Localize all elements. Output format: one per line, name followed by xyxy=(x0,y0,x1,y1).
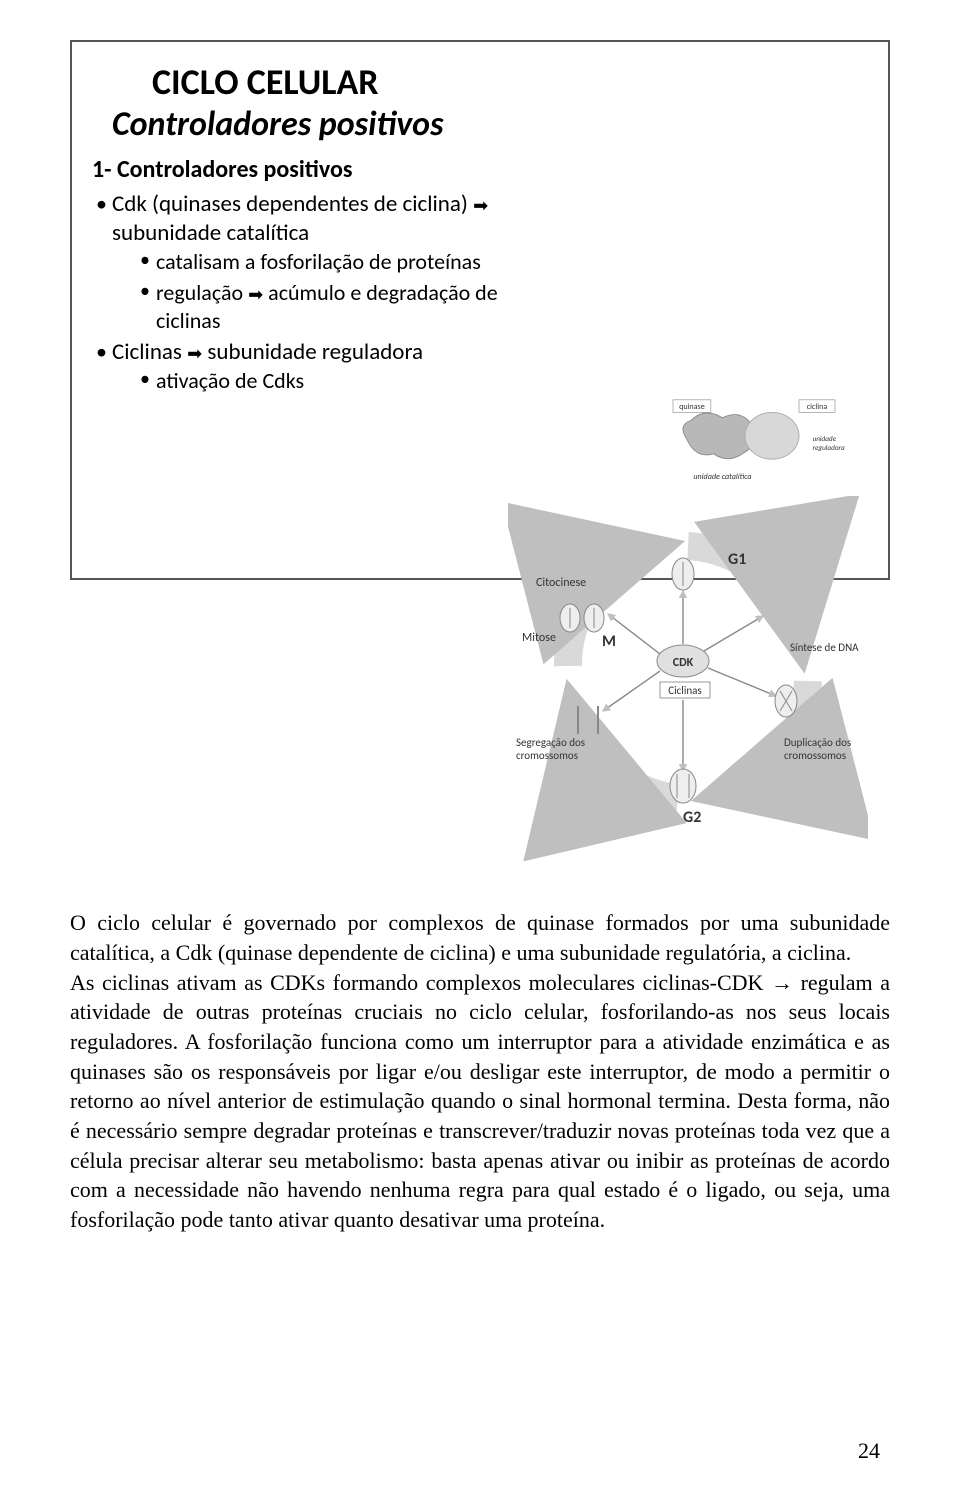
bullet-cdk: Cdk (quinases dependentes de ciclina) ➡ … xyxy=(96,190,512,334)
label-quinase: quinase xyxy=(679,402,705,412)
paragraph-1: O ciclo celular é governado por complexo… xyxy=(70,908,890,967)
section-heading: 1- Controladores positivos xyxy=(92,155,512,184)
label-unidade-reguladora-2: reguladora xyxy=(813,443,845,452)
arrow-right-icon: ➡ xyxy=(187,342,202,364)
arc-g2 xyxy=(573,706,678,798)
label-mitose: Mitose xyxy=(522,631,556,645)
bullet-ciclinas-text: Ciclinas xyxy=(112,338,182,366)
label-unidade-catalitica: unidade catalítica xyxy=(693,472,751,482)
bullet-cdk-sub1: catalisam a fosforilação de proteínas xyxy=(140,248,512,276)
label-citocinese: Citocinese xyxy=(536,576,586,590)
paragraph-2: As ciclinas ativam as CDKs formando comp… xyxy=(70,968,890,1235)
bullet-cdk-text: Cdk (quinases dependentes de ciclina) xyxy=(112,190,468,218)
bullet-cdk-target: subunidade catalítica xyxy=(112,219,309,247)
bullet-ciclinas-target: subunidade reguladora xyxy=(207,338,423,366)
paragraph-2b: regulam a atividade de outras proteínas … xyxy=(70,970,890,1233)
label-sintese-dna: Síntese de DNA xyxy=(790,641,859,654)
page-number: 24 xyxy=(858,1438,880,1464)
slide-title: CICLO CELULAR xyxy=(152,60,512,104)
arrow-right-icon: → xyxy=(771,970,793,995)
arrow-right-icon: ➡ xyxy=(473,194,488,216)
paragraph-2a: As ciclinas ativam as CDKs formando comp… xyxy=(70,970,771,995)
label-duplicacao-1: Duplicação dos xyxy=(784,736,851,749)
molecule-diagram: quinase ciclina unidade reguladora unida… xyxy=(668,398,858,488)
label-cdk: CDK xyxy=(673,656,694,670)
bullet-cdk-sub2-prefix: regulação xyxy=(156,279,243,306)
bullet-cdk-sub2: regulação ➡ acúmulo e degradação de cicl… xyxy=(140,279,512,334)
label-duplicacao-2: cromossomos xyxy=(784,749,846,762)
slide-diagram-column: quinase ciclina unidade reguladora unida… xyxy=(508,398,868,898)
label-segregacao-1: Segregação dos xyxy=(516,736,585,749)
body-paragraphs: O ciclo celular é governado por complexo… xyxy=(70,898,890,1235)
bullet-ciclinas: Ciclinas ➡ subunidade reguladora ativaçã… xyxy=(96,338,512,394)
label-m: M xyxy=(602,632,616,651)
phase-icon-g2 xyxy=(670,769,696,803)
slide-box: CICLO CELULAR Controladores positivos 1-… xyxy=(70,40,890,580)
label-g2: G2 xyxy=(683,808,701,827)
bullet-ciclinas-sub1: ativação de Cdks xyxy=(140,367,512,395)
bullet-list-level2-ciclinas: ativação de Cdks xyxy=(112,367,512,395)
bullet-list-level2-cdk: catalisam a fosforilação de proteínas re… xyxy=(112,248,512,335)
slide-text-column: CICLO CELULAR Controladores positivos 1-… xyxy=(92,60,512,398)
label-ciclinas: Ciclinas xyxy=(668,684,701,697)
label-ciclina: ciclina xyxy=(807,402,828,412)
label-unidade-reguladora-1: unidade xyxy=(813,434,837,443)
ciclina-blob-icon xyxy=(745,413,799,460)
arrow-right-icon: ➡ xyxy=(248,284,263,306)
label-segregacao-2: cromossomos xyxy=(516,749,578,762)
slide-subtitle: Controladores positivos xyxy=(112,104,512,145)
bullet-list-level1: Cdk (quinases dependentes de ciclina) ➡ … xyxy=(92,190,512,394)
cell-cycle-diagram: G1 S G2 M CDK Ciclinas xyxy=(508,496,868,876)
label-g1: G1 xyxy=(728,550,746,569)
